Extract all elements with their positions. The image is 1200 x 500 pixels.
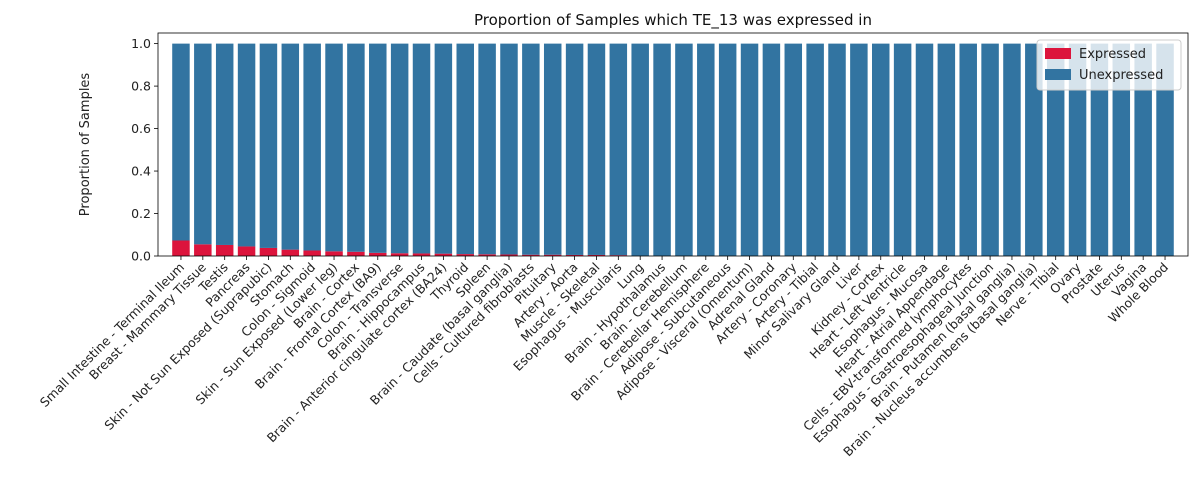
- bar-unexpressed-6: [303, 43, 321, 251]
- y-tick-label-1: 0.2: [131, 206, 151, 221]
- bar-unexpressed-0: [172, 43, 190, 241]
- bar-unexpressed-28: [784, 43, 803, 257]
- bar-unexpressed-15: [500, 43, 518, 255]
- bar-unexpressed-40: [1046, 43, 1065, 257]
- bar-expressed-12: [434, 253, 453, 256]
- bar-expressed-18: [565, 254, 584, 256]
- bar-unexpressed-43: [1112, 43, 1131, 257]
- y-tick-label-0: 0.0: [131, 249, 151, 264]
- bar-unexpressed-18: [565, 43, 584, 255]
- bar-unexpressed-32: [872, 43, 890, 257]
- bar-expressed-5: [281, 249, 300, 256]
- bar-unexpressed-33: [893, 43, 912, 257]
- bar-unexpressed-41: [1068, 43, 1087, 257]
- bar-unexpressed-37: [981, 43, 999, 257]
- bar-unexpressed-12: [434, 43, 453, 254]
- bar-unexpressed-38: [1003, 43, 1021, 257]
- bar-unexpressed-29: [806, 43, 824, 257]
- bar-unexpressed-5: [281, 43, 300, 250]
- bar-expressed-9: [369, 252, 387, 256]
- bar-unexpressed-13: [456, 43, 474, 255]
- bar-unexpressed-30: [828, 43, 846, 257]
- bar-unexpressed-21: [631, 43, 649, 257]
- bar-expressed-17: [543, 254, 562, 256]
- bar-unexpressed-36: [959, 43, 977, 257]
- bar-unexpressed-24: [697, 43, 715, 257]
- bar-unexpressed-27: [762, 43, 781, 257]
- legend-swatch-expressed: [1045, 48, 1071, 59]
- bar-unexpressed-25: [718, 43, 737, 257]
- y-tick-label-3: 0.6: [131, 121, 151, 136]
- bar-expressed-15: [500, 254, 518, 256]
- bar-unexpressed-17: [543, 43, 562, 255]
- bar-unexpressed-35: [937, 43, 956, 257]
- bar-expressed-0: [172, 240, 190, 256]
- bar-unexpressed-20: [609, 43, 628, 256]
- bar-unexpressed-1: [194, 43, 212, 245]
- bar-expressed-3: [237, 246, 256, 256]
- bar-expressed-20: [609, 255, 628, 256]
- bar-unexpressed-42: [1090, 43, 1109, 257]
- bar-unexpressed-19: [587, 43, 606, 255]
- bar-expressed-8: [347, 251, 365, 256]
- bar-unexpressed-11: [412, 43, 431, 254]
- bar-expressed-1: [194, 244, 212, 256]
- bar-unexpressed-10: [390, 43, 409, 254]
- bar-expressed-2: [215, 244, 234, 256]
- bar-expressed-10: [390, 253, 409, 256]
- bar-unexpressed-8: [347, 43, 365, 252]
- bars-group: [172, 43, 1174, 257]
- chart-title: Proportion of Samples which TE_13 was ex…: [474, 11, 872, 30]
- bar-expressed-14: [478, 254, 496, 256]
- bar-unexpressed-9: [369, 43, 387, 253]
- bar-unexpressed-23: [675, 43, 693, 257]
- bar-expressed-6: [303, 250, 321, 256]
- bar-expressed-7: [325, 251, 343, 256]
- plot-frame: [157, 32, 1189, 257]
- bar-expressed-19: [587, 254, 606, 256]
- y-axis-ticks: 0.0 0.2 0.4 0.6 0.8 1.0: [131, 36, 158, 264]
- y-tick-label-5: 1.0: [131, 36, 151, 51]
- bar-unexpressed-26: [740, 43, 759, 257]
- bar-expressed-4: [259, 247, 278, 256]
- legend-label-unexpressed: Unexpressed: [1079, 68, 1163, 83]
- bar-unexpressed-31: [850, 43, 868, 257]
- legend: Expressed Unexpressed: [1036, 39, 1182, 91]
- legend-label-expressed: Expressed: [1079, 47, 1146, 62]
- legend-swatch-unexpressed: [1045, 69, 1071, 80]
- bar-unexpressed-3: [237, 43, 256, 247]
- bar-unexpressed-4: [259, 43, 278, 248]
- bar-unexpressed-7: [325, 43, 343, 252]
- y-axis-label: Proportion of Samples: [78, 73, 93, 217]
- y-tick-label-2: 0.4: [131, 164, 151, 179]
- legend-box: [1036, 39, 1182, 91]
- bar-expressed-11: [412, 253, 431, 256]
- y-tick-label-4: 0.8: [131, 79, 151, 94]
- bar-unexpressed-16: [522, 43, 540, 255]
- bar-unexpressed-22: [653, 43, 671, 257]
- bar-unexpressed-45: [1156, 43, 1174, 257]
- bar-expressed-13: [456, 254, 474, 256]
- bar-unexpressed-14: [478, 43, 496, 255]
- bar-unexpressed-39: [1025, 43, 1043, 257]
- bar-unexpressed-44: [1134, 43, 1152, 257]
- bar-expressed-16: [522, 254, 540, 256]
- bar-unexpressed-34: [915, 43, 934, 257]
- bar-unexpressed-2: [215, 43, 234, 245]
